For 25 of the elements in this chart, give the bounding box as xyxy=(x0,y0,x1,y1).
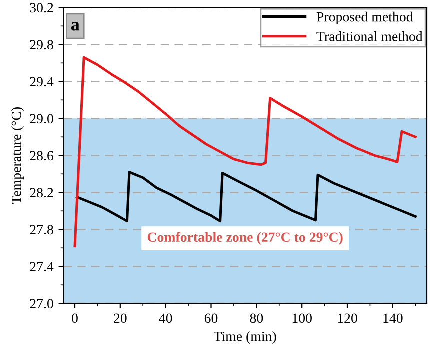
y-tick-label: 29.0 xyxy=(30,114,54,124)
x-tick-label: 80 xyxy=(250,314,264,324)
x-tick-label: 120 xyxy=(338,314,358,324)
annotation: a xyxy=(71,22,80,31)
line-series xyxy=(76,171,417,223)
legend-label: Traditional method xyxy=(316,32,423,42)
y-tick-label: 28.2 xyxy=(30,188,54,198)
x-tick-label: 20 xyxy=(114,314,127,324)
line-series xyxy=(74,56,417,248)
y-tick-label: 28.6 xyxy=(30,151,54,161)
x-tick-label: 40 xyxy=(159,314,172,324)
y-tick-label: 27.4 xyxy=(30,262,54,272)
legend-label: Proposed method xyxy=(316,12,414,25)
x-tick-label: 0 xyxy=(72,314,78,324)
y-tick-label: 29.4 xyxy=(30,77,54,87)
band-label: Comfortable zone (27°C to 29°C) xyxy=(148,232,343,245)
y-tick-label: 27.8 xyxy=(30,225,54,235)
y-tick-label: 27.0 xyxy=(30,299,54,309)
x-axis-title: Time (min) xyxy=(214,332,276,344)
x-tick-label: 140 xyxy=(384,314,403,324)
y-axis-title: Temperature (°C) xyxy=(11,108,24,204)
x-tick-label: 60 xyxy=(204,314,218,324)
x-tick-label: 100 xyxy=(292,314,312,324)
y-tick-label: 29.8 xyxy=(30,40,54,50)
y-tick-label: 30.2 xyxy=(30,3,54,13)
